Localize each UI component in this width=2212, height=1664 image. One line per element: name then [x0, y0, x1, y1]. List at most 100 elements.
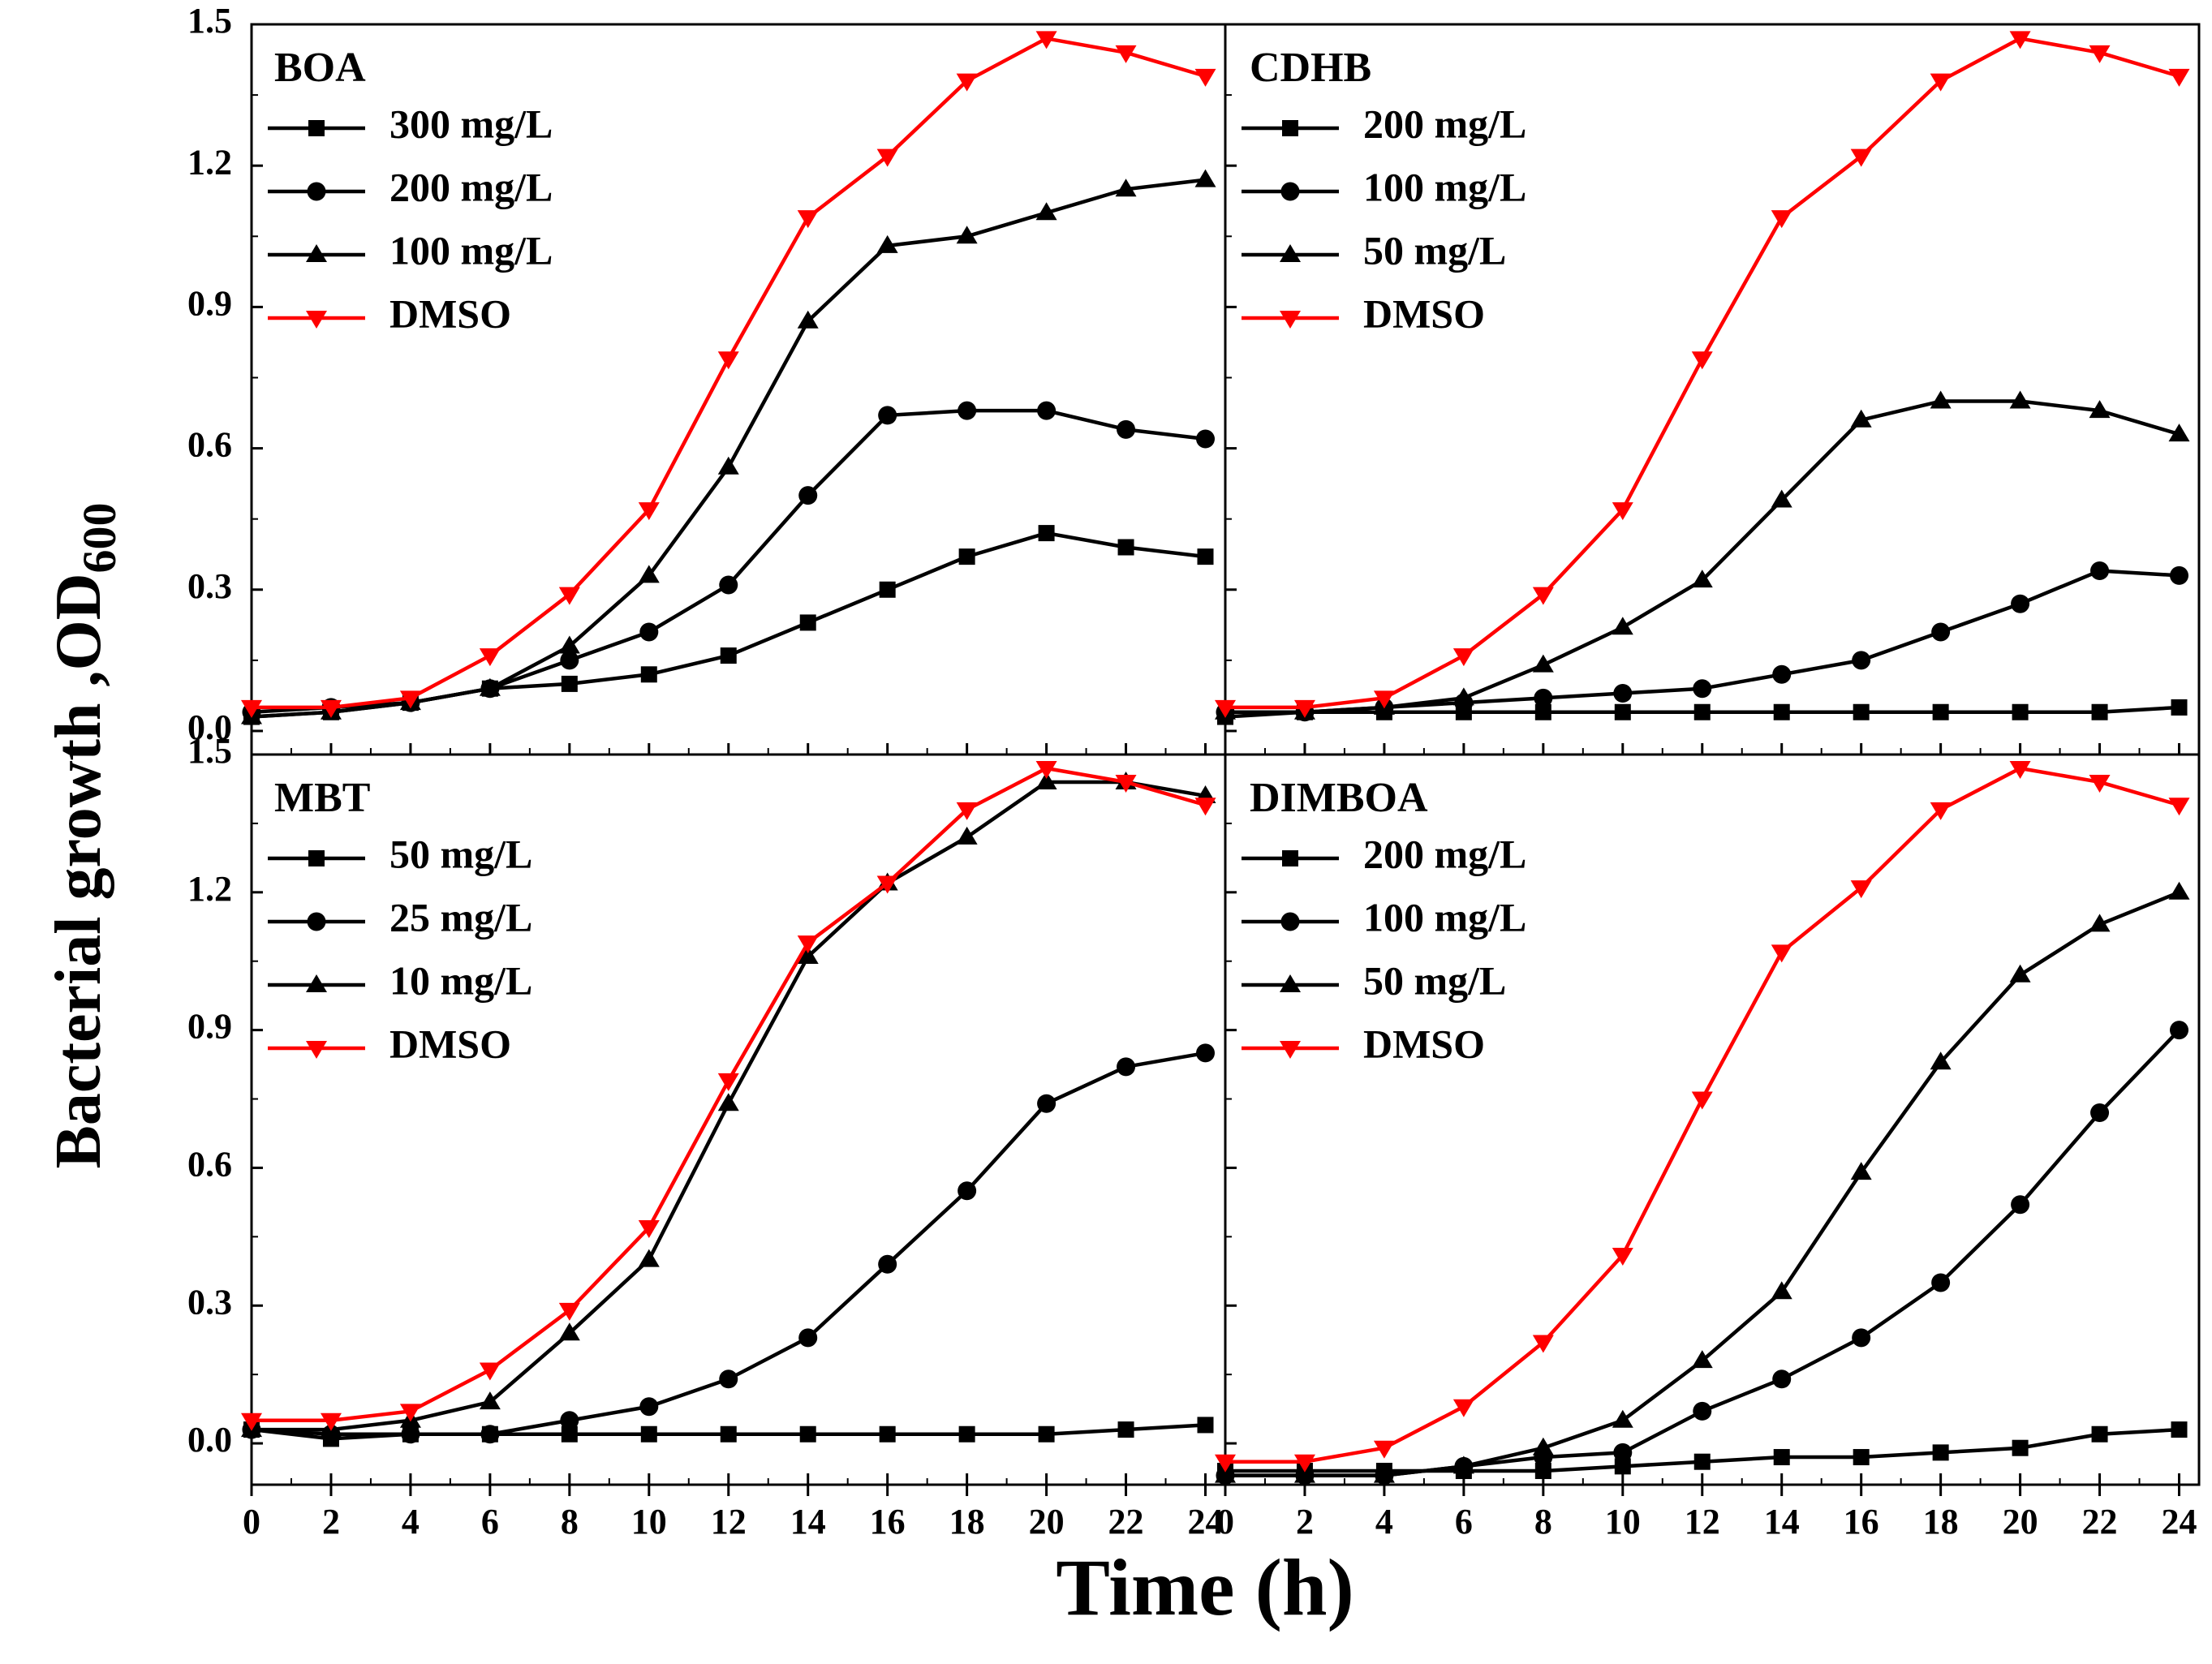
data-point: [1197, 1417, 1214, 1434]
data-point: [558, 1302, 580, 1321]
data-point: [1612, 617, 1633, 635]
data-point: [640, 666, 657, 683]
data-point: [1194, 169, 1216, 187]
data-point: [799, 1425, 816, 1443]
data-point: [2168, 798, 2190, 816]
data-point: [1693, 1453, 1711, 1470]
panel-title: CDHB: [1250, 45, 1371, 91]
data-point: [876, 148, 898, 167]
legend-marker: [306, 1041, 327, 1059]
x-axis-title: Time (h): [1056, 1542, 1354, 1632]
series-200-mg-l: [1217, 699, 2188, 725]
data-point: [1691, 351, 1713, 370]
x-tick-label: 18: [949, 1502, 985, 1541]
legend-marker: [1280, 974, 1301, 992]
data-point: [2168, 424, 2190, 442]
data-point: [1534, 1463, 1551, 1480]
data-point: [1853, 703, 1870, 720]
data-point: [717, 1093, 739, 1111]
y-tick-label: 1.2: [187, 142, 232, 182]
series-50-mg-l: [1215, 390, 2190, 720]
data-point: [1117, 1421, 1134, 1438]
x-tick-label: 0: [243, 1502, 260, 1541]
data-point: [320, 1412, 342, 1431]
data-point: [1691, 570, 1713, 588]
legend-label: 100 mg/L: [1363, 894, 1526, 939]
data-point: [2168, 881, 2190, 900]
data-point: [1930, 390, 1952, 409]
data-point: [638, 565, 660, 583]
series-300-mg-l: [243, 525, 1214, 725]
data-point: [1373, 690, 1395, 709]
legend-label: 200 mg/L: [1363, 101, 1526, 146]
x-tick-label: 18: [1923, 1502, 1959, 1541]
data-point: [1773, 703, 1790, 720]
data-point: [1693, 1401, 1712, 1421]
legend-marker: [1282, 850, 1298, 866]
data-point: [2089, 400, 2111, 419]
data-point: [1850, 148, 1872, 167]
x-tick-label: 10: [1605, 1502, 1641, 1541]
legend-marker: [308, 850, 325, 866]
series-dmso: [1215, 760, 2190, 1473]
data-point: [956, 802, 978, 820]
x-tick-label: 14: [1764, 1502, 1800, 1541]
legend-label: DMSO: [389, 1021, 511, 1066]
data-point: [878, 1254, 897, 1274]
x-tick-label: 24: [2162, 1502, 2197, 1541]
y-axis-title: Bacterial growth ,OD600: [43, 503, 126, 1169]
data-point: [1852, 651, 1871, 670]
data-point: [1215, 1454, 1236, 1473]
data-point: [1771, 1281, 1792, 1300]
data-point: [2170, 565, 2189, 585]
panel-title: DIMBOA: [1250, 775, 1428, 821]
data-point: [480, 1425, 500, 1444]
data-point: [560, 651, 579, 670]
data-point: [876, 875, 898, 894]
legend-label: 200 mg/L: [1363, 831, 1526, 876]
x-tick-label: 4: [1375, 1502, 1393, 1541]
data-point: [640, 1425, 657, 1443]
legend: 200 mg/L 100 mg/L 50 mg/L DMSO: [1242, 101, 1526, 336]
data-point: [798, 1328, 818, 1348]
y-tick-label: 1.2: [187, 869, 232, 909]
data-point: [1037, 401, 1057, 420]
y-tick-label: 0.9: [187, 1007, 232, 1047]
data-point: [1771, 489, 1792, 508]
series-100-mg-l: [1216, 1021, 2189, 1486]
data-point: [1771, 210, 1792, 229]
data-point: [1930, 802, 1952, 820]
legend-marker: [1280, 912, 1300, 931]
data-point: [1196, 1043, 1216, 1063]
legend-label: DMSO: [1363, 290, 1485, 336]
series-line: [1225, 399, 2180, 714]
data-point: [2170, 1021, 2189, 1040]
data-point: [639, 622, 659, 642]
data-point: [1196, 429, 1216, 449]
data-point: [1373, 1440, 1395, 1459]
data-point: [1373, 1464, 1395, 1483]
data-point: [241, 699, 262, 718]
legend-marker: [306, 311, 327, 329]
data-point: [1932, 703, 1949, 720]
data-point: [1035, 31, 1057, 49]
data-point: [1117, 539, 1134, 556]
data-point: [1772, 1369, 1792, 1389]
data-point: [2171, 699, 2188, 716]
data-point: [797, 946, 819, 965]
x-tick-label: 20: [1029, 1502, 1065, 1541]
legend: 300 mg/L 200 mg/L 100 mg/L DMSO: [268, 101, 553, 336]
data-point: [1532, 654, 1554, 673]
data-point: [2012, 1439, 2029, 1456]
data-point: [2091, 703, 2108, 720]
data-point: [1930, 1051, 1952, 1070]
data-point: [717, 1073, 739, 1091]
data-point: [797, 310, 819, 329]
legend-label: 50 mg/L: [1363, 227, 1506, 273]
data-point: [1691, 1350, 1713, 1369]
data-point: [1932, 1444, 1949, 1461]
series-line: [251, 408, 1206, 714]
data-point: [876, 234, 898, 253]
y-tick-label: 0.3: [187, 1282, 232, 1322]
data-point: [1612, 1409, 1633, 1428]
